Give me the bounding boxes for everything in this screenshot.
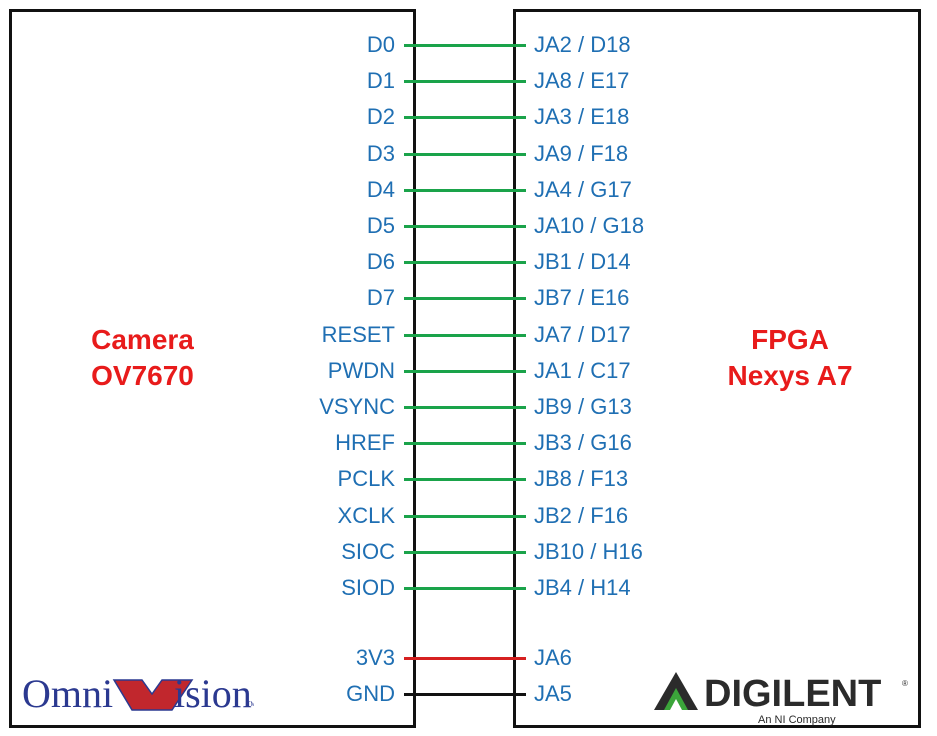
camera-title-line2: OV7670 [91,360,194,391]
fpga-pin-label: JB1 / D14 [534,249,631,275]
fpga-pin-label: JA9 / F18 [534,140,629,166]
omnivision-logo: Omni ision TM [22,671,254,716]
camera-pin-label: D7 [366,285,395,311]
fpga-pin-label: JB2 / F16 [534,502,629,528]
fpga-pin-label: JB10 / H16 [534,538,643,564]
camera-pin-label: HREF [335,430,395,456]
data-wire [404,225,526,228]
fpga-title: FPGA Nexys A7 [700,322,880,394]
camera-block [9,9,416,728]
camera-pin-label: D6 [366,249,395,275]
ground-wire [404,693,526,696]
data-wire [404,369,526,373]
fpga-title-line1: FPGA [751,324,829,355]
camera-pin-label: PCLK [337,466,395,492]
camera-pin-label: SIOD [341,575,395,600]
camera-pin-label: SIOC [341,538,395,564]
camera-pin-label: 3V3 [355,645,395,670]
fpga-pin-label: JA7 / D17 [534,321,631,347]
svg-text:DIGILENT: DIGILENT [704,673,881,715]
data-wire [404,442,526,446]
camera-pin-label: D1 [366,68,395,94]
data-wire [404,333,526,337]
fpga-pin-label: JA1 / C17 [534,357,631,383]
data-wire [404,514,526,518]
camera-title-line1: Camera [91,324,194,355]
svg-text:ision: ision [174,671,252,716]
data-wire [404,550,526,554]
svg-text:An NI Company: An NI Company [758,714,836,726]
fpga-pin-label: JA5 [534,681,572,706]
svg-text:TM: TM [247,702,254,708]
camera-pin-label: XCLK [337,502,395,528]
fpga-pin-label: JB4 / H14 [534,575,631,600]
camera-pin-label: PWDN [327,357,395,383]
fpga-title-line2: Nexys A7 [727,360,853,391]
fpga-pin-label: JA2 / D18 [534,32,631,57]
camera-pin-label: GND [346,681,395,706]
svg-text:®: ® [902,679,908,688]
data-wire [404,80,526,84]
fpga-pin-label: JB3 / G16 [534,430,632,456]
power-wire [404,657,526,660]
camera-pin-label: D3 [366,140,395,166]
fpga-pin-label: JA4 / G17 [534,176,632,202]
fpga-pin-label: JA8 / E17 [534,68,630,94]
data-wire [404,406,526,409]
fpga-pin-label: JA6 [534,645,572,670]
svg-text:Omni: Omni [22,671,113,716]
fpga-pin-label: JA3 / E18 [534,104,630,130]
fpga-pin-label: JA10 / G18 [534,213,645,238]
data-wire [404,188,526,192]
data-wire [404,478,526,482]
fpga-block [513,9,921,728]
fpga-pin-label: JB8 / F13 [534,466,629,492]
data-wire [404,587,526,590]
data-wire [404,152,526,156]
data-wire [404,44,526,47]
data-wire [404,116,526,120]
data-wire [404,261,526,265]
camera-pin-label: RESET [321,321,395,347]
digilent-logo: DIGILENT ® An NI Company [654,672,908,726]
camera-pin-label: D5 [366,213,395,238]
fpga-pin-label: JB7 / E16 [534,285,630,311]
camera-pin-label: D0 [366,32,395,57]
camera-pin-label: D2 [366,104,395,130]
camera-pin-label: VSYNC [319,394,395,419]
fpga-pin-label: JB9 / G13 [534,394,632,419]
data-wire [404,297,526,301]
camera-pin-label: D4 [366,176,395,202]
camera-title: Camera OV7670 [40,322,245,394]
